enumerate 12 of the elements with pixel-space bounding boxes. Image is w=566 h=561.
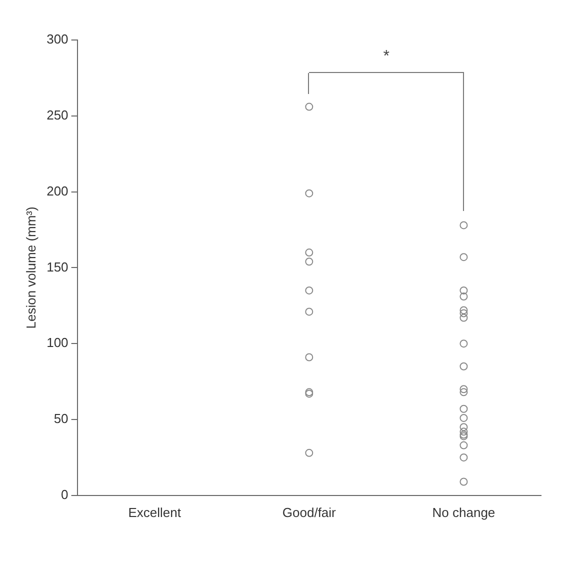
x-tick-label: Excellent xyxy=(128,504,182,520)
x-tick-label: No change xyxy=(432,504,496,520)
y-axis-title: Lesion volume (mm³) xyxy=(23,206,38,329)
y-tick-label: 250 xyxy=(46,107,68,122)
y-tick-label: 100 xyxy=(46,335,68,350)
y-tick-label: 300 xyxy=(46,32,68,47)
annotation: * xyxy=(383,48,390,66)
y-tick-label: 150 xyxy=(46,259,68,274)
y-tick-label: 0 xyxy=(61,486,68,502)
y-tick-label: 200 xyxy=(46,183,68,198)
y-tick-label: 50 xyxy=(54,411,68,426)
x-tick-label: Good/fair xyxy=(282,504,337,520)
